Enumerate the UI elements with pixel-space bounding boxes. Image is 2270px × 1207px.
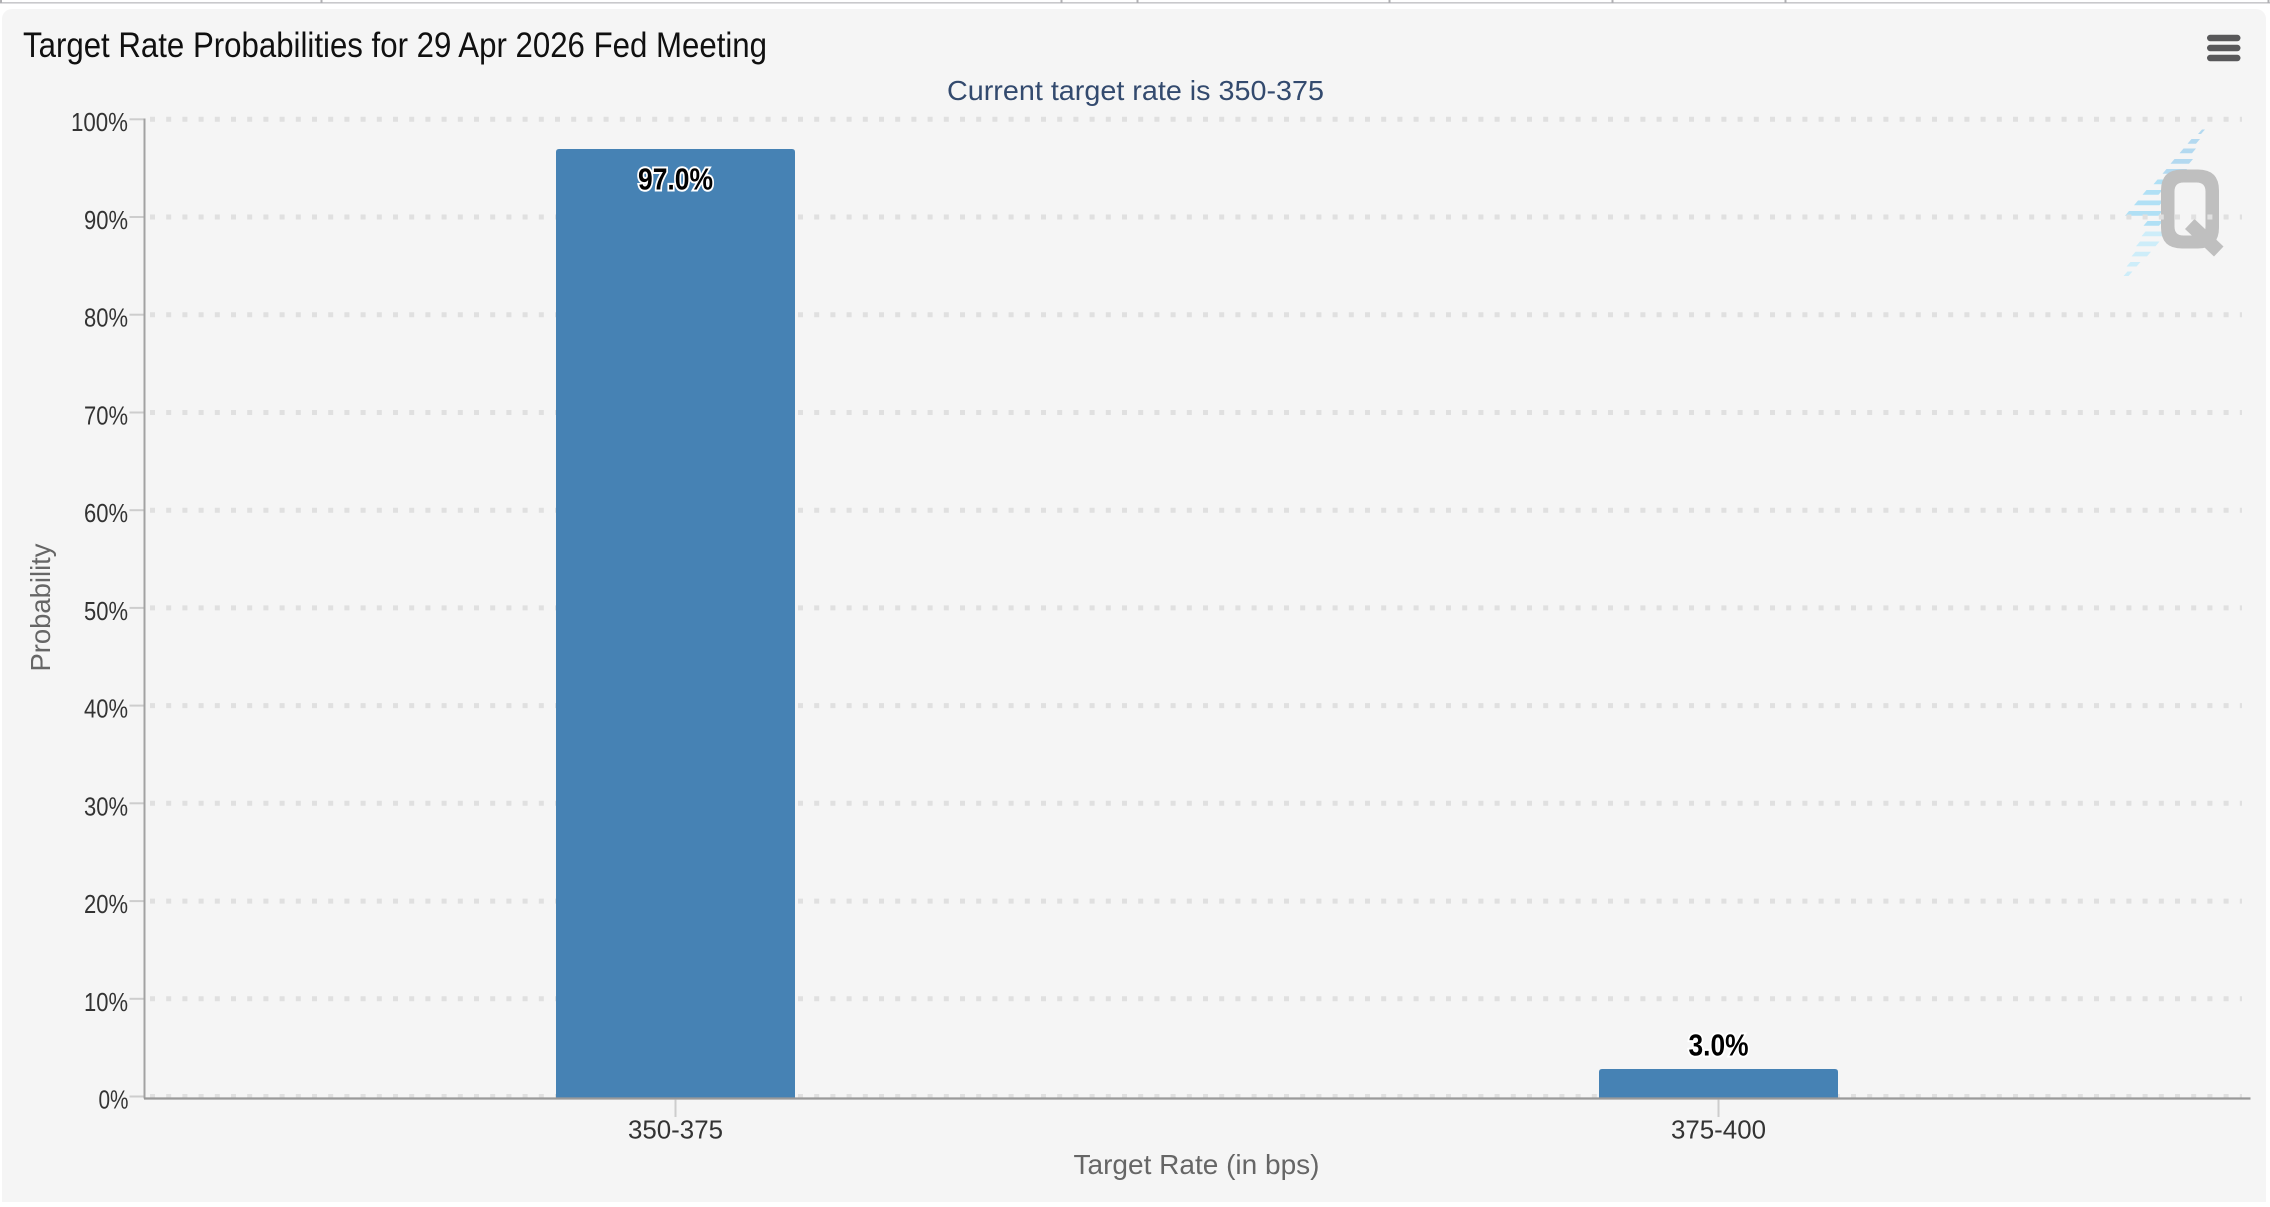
svg-text:350-375: 350-375 xyxy=(628,1117,723,1145)
svg-text:375-400: 375-400 xyxy=(1671,1117,1766,1145)
svg-text:100%: 100% xyxy=(71,109,128,137)
svg-text:30%: 30% xyxy=(84,793,128,821)
svg-text:70%: 70% xyxy=(84,403,128,431)
svg-text:50%: 50% xyxy=(84,598,128,626)
svg-text:Probability: Probability xyxy=(25,544,56,672)
svg-text:97.0%: 97.0% xyxy=(638,162,713,197)
svg-text:Target Rate Probabilities for: Target Rate Probabilities for 29 Apr 202… xyxy=(23,26,767,65)
svg-text:20%: 20% xyxy=(84,891,128,919)
svg-text:Target Rate (in bps): Target Rate (in bps) xyxy=(1074,1149,1320,1180)
svg-text:60%: 60% xyxy=(84,500,128,528)
svg-text:40%: 40% xyxy=(84,696,128,724)
svg-text:80%: 80% xyxy=(84,305,128,333)
svg-text:90%: 90% xyxy=(84,207,128,235)
svg-text:Current target rate is 350-375: Current target rate is 350-375 xyxy=(947,75,1324,106)
svg-text:0%: 0% xyxy=(99,1087,129,1115)
svg-text:3.0%: 3.0% xyxy=(1689,1028,1749,1063)
svg-text:10%: 10% xyxy=(84,989,128,1017)
